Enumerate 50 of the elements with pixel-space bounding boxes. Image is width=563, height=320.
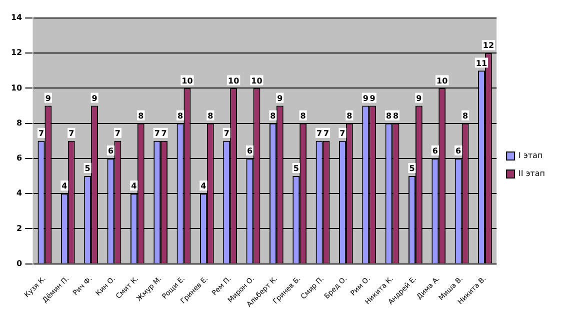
data-label: 9 [362, 94, 369, 103]
data-label: 7 [68, 128, 74, 138]
data-label: 7 [323, 128, 330, 138]
data-label: 5 [293, 164, 300, 174]
data-label: 8 [138, 111, 144, 120]
data-label: 9 [370, 94, 376, 103]
data-label: 7 [340, 128, 346, 138]
data-label: 9 [92, 94, 98, 103]
data-label: 4 [131, 182, 138, 191]
data-label: 8 [392, 111, 399, 120]
data-label: 6 [108, 146, 114, 156]
y-tick-label: 2 [16, 224, 22, 233]
data-label: 10 [182, 76, 194, 86]
data-label: 4 [62, 182, 68, 191]
data-label: 7 [224, 128, 230, 138]
data-label: 8 [300, 111, 306, 120]
data-label: 8 [346, 111, 353, 120]
data-label: 9 [45, 94, 52, 103]
y-tick-label: 0 [16, 258, 23, 268]
y-tick-label: 6 [16, 154, 23, 163]
legend-label: II этап [518, 169, 546, 178]
data-label: 6 [432, 146, 438, 156]
data-label: 7 [114, 128, 120, 138]
legend-label: I этап [518, 151, 543, 160]
data-label: 6 [456, 146, 462, 156]
data-label: 8 [270, 111, 276, 120]
data-label: 12 [482, 41, 494, 50]
data-label: 8 [386, 111, 392, 120]
data-label: 10 [436, 76, 448, 86]
data-label: 7 [38, 128, 44, 138]
data-label: 10 [228, 76, 240, 86]
y-tick-label: 10 [10, 83, 23, 92]
y-tick-label: 14 [10, 13, 23, 22]
y-tick-label: 12 [10, 48, 22, 58]
data-label: 11 [476, 58, 488, 68]
y-tick-label: 4 [16, 188, 23, 198]
data-label: 4 [200, 182, 207, 191]
data-label: 8 [208, 111, 214, 120]
data-label: 7 [316, 128, 322, 138]
y-tick-label: 8 [16, 118, 23, 128]
data-label: 10 [251, 76, 263, 86]
data-label: 8 [462, 111, 468, 120]
data-label: 9 [277, 94, 284, 103]
data-label: 8 [177, 111, 184, 120]
data-label: 9 [416, 94, 422, 103]
data-label: 5 [409, 164, 416, 174]
data-label: 6 [246, 146, 253, 156]
data-label: 7 [154, 128, 160, 138]
data-label: 5 [84, 164, 91, 174]
data-label: 7 [161, 128, 167, 138]
